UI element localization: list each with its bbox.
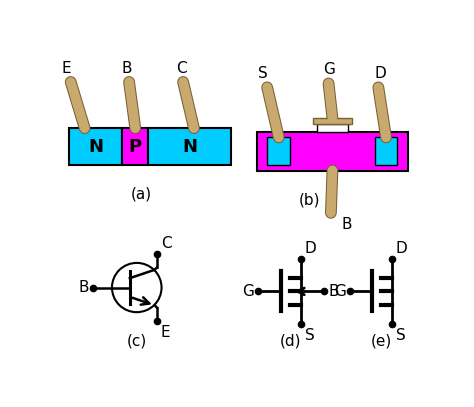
FancyBboxPatch shape: [122, 128, 148, 165]
FancyBboxPatch shape: [317, 124, 347, 132]
Text: D: D: [374, 66, 386, 81]
Text: G: G: [334, 284, 346, 299]
FancyBboxPatch shape: [148, 128, 231, 165]
Text: B: B: [121, 61, 132, 76]
Text: G: G: [242, 284, 254, 299]
FancyBboxPatch shape: [257, 132, 408, 171]
FancyBboxPatch shape: [69, 128, 122, 165]
Text: N: N: [88, 138, 103, 155]
Text: B: B: [78, 280, 89, 295]
Text: (d): (d): [280, 334, 301, 349]
Text: B: B: [328, 284, 339, 299]
Text: S: S: [396, 328, 405, 344]
Text: E: E: [61, 61, 71, 76]
Text: S: S: [258, 66, 268, 81]
Text: B: B: [342, 217, 352, 232]
Text: S: S: [305, 328, 315, 344]
Text: D: D: [396, 241, 407, 256]
Text: (b): (b): [299, 192, 320, 207]
Text: E: E: [161, 324, 171, 339]
Text: G: G: [323, 62, 335, 77]
Text: C: C: [161, 236, 172, 251]
Text: N: N: [182, 138, 197, 155]
FancyBboxPatch shape: [267, 138, 290, 165]
Text: (c): (c): [127, 334, 147, 349]
Text: C: C: [176, 61, 187, 76]
FancyBboxPatch shape: [375, 138, 397, 165]
Text: P: P: [129, 138, 142, 155]
FancyBboxPatch shape: [313, 118, 352, 124]
Text: (e): (e): [370, 334, 392, 349]
Text: D: D: [305, 241, 317, 256]
Text: (a): (a): [131, 187, 152, 202]
